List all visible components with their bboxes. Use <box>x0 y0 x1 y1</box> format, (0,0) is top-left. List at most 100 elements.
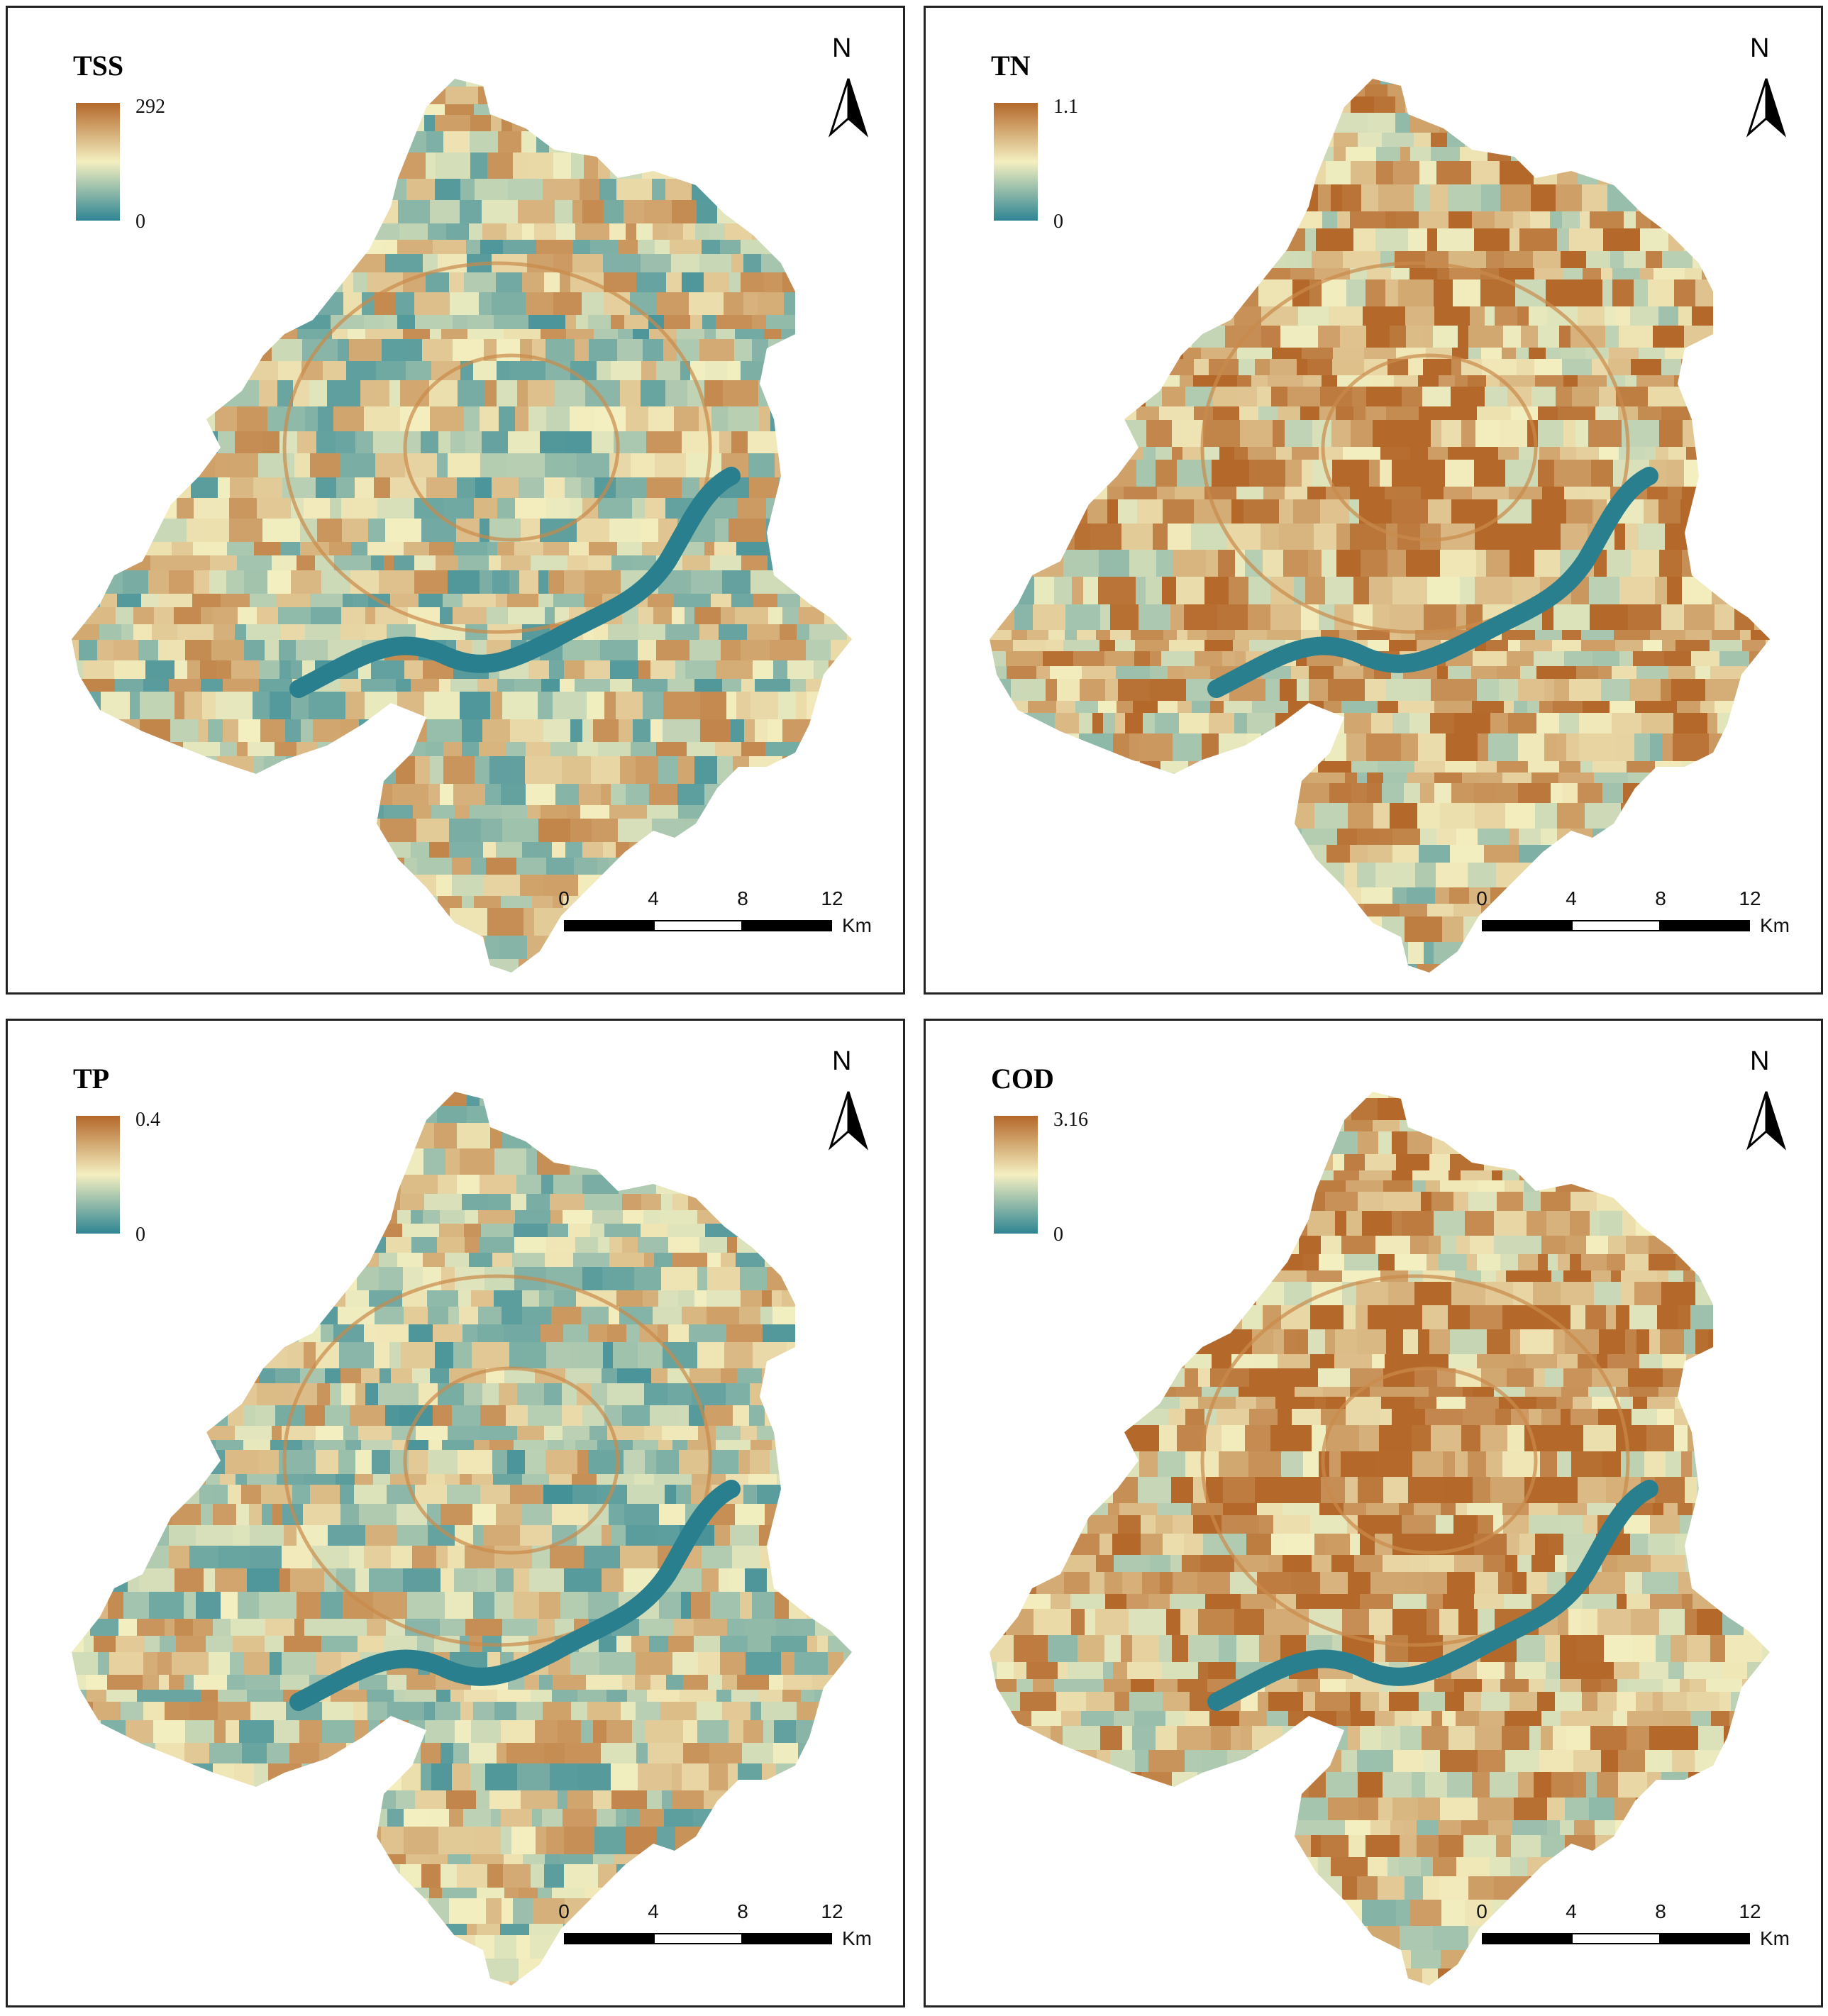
map-parcel <box>375 607 408 624</box>
map-parcel <box>297 329 332 339</box>
map-parcel <box>597 1809 616 1827</box>
map-parcel <box>1451 387 1485 406</box>
map-parcel <box>1049 387 1061 406</box>
map-parcel <box>829 1888 852 1898</box>
map-parcel <box>1170 604 1184 630</box>
map-parcel <box>678 756 694 784</box>
map-parcel <box>452 858 471 875</box>
map-parcel <box>1723 524 1744 550</box>
map-parcel <box>172 104 201 115</box>
map-parcel <box>1602 279 1612 306</box>
map-parcel <box>777 1405 804 1426</box>
map-parcel <box>316 272 328 292</box>
map-parcel <box>659 1504 685 1525</box>
map-parcel <box>188 1290 214 1307</box>
map-parcel <box>346 1237 370 1253</box>
map-parcel <box>575 679 610 692</box>
map-parcel <box>1332 460 1369 487</box>
map-parcel <box>424 692 460 719</box>
map-parcel <box>678 805 706 819</box>
map-parcel <box>1755 577 1770 604</box>
map-parcel <box>1173 964 1207 973</box>
map-parcel <box>350 1405 385 1426</box>
map-parcel <box>1151 161 1166 184</box>
map-parcel <box>1090 524 1121 550</box>
map-parcel <box>234 272 257 292</box>
map-parcel <box>1034 577 1054 604</box>
map-parcel <box>1675 640 1710 651</box>
map-parcel <box>311 223 333 240</box>
map-parcel <box>1114 845 1133 863</box>
map-parcel <box>218 1690 247 1702</box>
map-parcel <box>606 1690 627 1702</box>
map-parcel <box>821 1237 852 1253</box>
map-parcel <box>1382 133 1414 147</box>
map-parcel <box>346 1175 376 1194</box>
map-parcel <box>741 640 770 660</box>
map-parcel <box>430 1854 448 1864</box>
map-parcel <box>496 594 507 607</box>
map-parcel <box>779 477 802 498</box>
map-parcel <box>543 179 580 200</box>
map-parcel <box>649 784 677 805</box>
map-parcel <box>181 1474 206 1485</box>
map-parcel <box>129 1267 150 1290</box>
map-parcel <box>839 1864 852 1888</box>
map-parcel <box>779 179 792 200</box>
map-parcel <box>1361 887 1392 904</box>
map-parcel <box>275 742 297 756</box>
map-parcel <box>159 1898 194 1924</box>
map-parcel <box>445 87 478 104</box>
map-parcel <box>1258 279 1292 306</box>
map-parcel <box>1306 96 1334 113</box>
map-parcel <box>773 842 811 858</box>
map-parcel <box>759 1525 773 1546</box>
map-parcel <box>716 1440 750 1450</box>
map-parcel <box>348 1123 366 1148</box>
map-parcel <box>1534 651 1564 666</box>
map-parcel <box>1451 783 1473 803</box>
map-parcel <box>223 875 250 896</box>
map-parcel <box>674 594 711 607</box>
map-parcel <box>437 1237 465 1253</box>
map-parcel <box>1700 113 1736 133</box>
map-parcel <box>1065 942 1075 964</box>
map-parcel <box>647 1790 662 1809</box>
map-parcel <box>475 477 492 498</box>
map-parcel <box>196 1210 233 1224</box>
map-parcel <box>990 387 1012 406</box>
map-parcel <box>1703 359 1716 375</box>
map-parcel <box>128 784 157 805</box>
map-parcel <box>1586 113 1623 133</box>
map-parcel <box>316 1652 341 1675</box>
map-parcel <box>290 1290 311 1307</box>
map-parcel <box>123 1898 159 1924</box>
map-parcel <box>668 1636 694 1652</box>
map-parcel <box>118 1888 153 1898</box>
map-parcel <box>294 1224 306 1237</box>
map-parcel <box>506 1743 544 1763</box>
map-parcel <box>1019 904 1032 916</box>
map-parcel <box>802 477 826 498</box>
map-parcel <box>426 153 436 179</box>
map-parcel <box>1049 887 1087 904</box>
map-parcel <box>804 1368 841 1383</box>
map-parcel <box>1161 651 1195 666</box>
map-parcel <box>1288 772 1308 783</box>
legend-max-label: 292 <box>135 96 165 118</box>
map-parcel <box>108 1592 123 1619</box>
map-parcel <box>125 79 145 87</box>
map-parcel <box>562 1383 577 1405</box>
map-parcel <box>409 1450 428 1474</box>
map-parcel <box>216 660 231 679</box>
map-parcel <box>1342 184 1361 211</box>
map-parcel <box>720 153 731 179</box>
map-parcel <box>321 200 344 223</box>
map-parcel <box>698 1652 720 1675</box>
map-parcel <box>489 756 525 784</box>
map-parcel <box>1045 84 1065 96</box>
map-parcel <box>441 1504 472 1525</box>
map-parcel <box>755 719 768 742</box>
map-parcel <box>1099 406 1136 420</box>
map-parcel <box>1046 679 1057 701</box>
